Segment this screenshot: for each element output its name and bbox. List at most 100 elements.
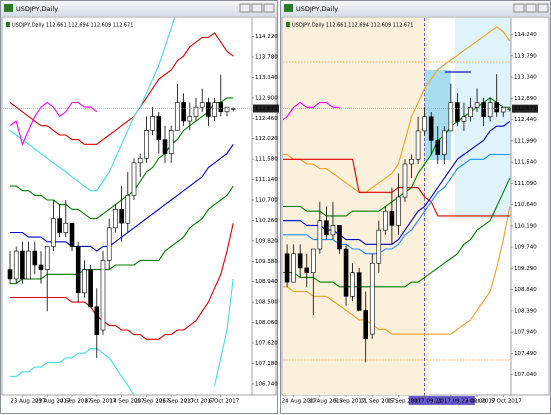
x-tick-label: 8 Sep 2017: [85, 399, 117, 405]
x-tick-label: 24 Aug 2017: [282, 399, 318, 405]
candle-body: [310, 248, 316, 273]
x-tick-label: 11 Sep 2017: [360, 399, 395, 405]
price-tag: [512, 104, 538, 113]
candle-body: [181, 102, 186, 122]
candle-body: [304, 267, 310, 273]
candle-body: [75, 246, 81, 294]
x-tick-label: 23 Aug 2017: [10, 399, 46, 405]
x-tick-label: 4 Sep 2017: [60, 399, 92, 405]
candle-body: [144, 130, 149, 159]
candle-body: [57, 218, 62, 233]
y-tick-label: 108.840: [514, 287, 537, 293]
x-tick-label: 15 Sep 2017: [386, 399, 421, 405]
maximize-button[interactable]: [525, 3, 537, 13]
y-tick-label: 112.440: [514, 117, 537, 123]
candle-body: [44, 246, 50, 270]
indicator-line: [283, 101, 340, 121]
indicator-line: [283, 121, 511, 245]
candle-body: [32, 250, 38, 266]
candle-body: [487, 102, 493, 118]
candle-body: [317, 220, 323, 250]
chart-window: USDJPY,Daily: [280, 0, 551, 414]
price-tag-label: 112.671: [514, 106, 537, 112]
x-tick-label: 29 Aug 2017: [35, 399, 71, 405]
candle-body: [69, 222, 75, 247]
candle-body: [137, 157, 143, 164]
y-tick-label: 112.890: [514, 96, 537, 102]
candle-body: [402, 163, 408, 198]
x-tick-label: 26 Sep 2017: [159, 399, 194, 405]
minimize-button[interactable]: [513, 3, 525, 13]
candle-body: [131, 162, 137, 196]
indicator-line: [9, 101, 98, 146]
y-tick-label: 110.700: [255, 198, 278, 204]
plot: [283, 18, 511, 395]
y-tick-label: 110.260: [255, 218, 278, 224]
window-title: USDJPY,Daily: [296, 5, 338, 13]
close-button[interactable]: [537, 3, 549, 13]
chart-icon: [6, 22, 10, 27]
candle-body: [168, 130, 174, 154]
candle-body: [415, 130, 421, 160]
candle-body: [330, 225, 336, 236]
candle-body: [448, 102, 454, 132]
y-tick-label: 108.390: [514, 308, 537, 314]
indicator-line: [283, 153, 510, 255]
minimize-button[interactable]: [239, 3, 251, 13]
candle-body: [409, 158, 414, 165]
candle-body: [13, 250, 19, 280]
y-tick-label: 114.220: [255, 34, 278, 40]
candle-body: [474, 102, 480, 108]
y-tick-label: 106.740: [255, 381, 278, 387]
maximize-button[interactable]: [251, 3, 263, 13]
indicator-line: [9, 18, 176, 192]
x-tick-label: 6 Oct 2017: [209, 399, 240, 405]
candle-body: [389, 210, 395, 226]
candle-body: [218, 102, 224, 113]
candle-body: [88, 269, 93, 308]
candle-body: [428, 116, 434, 141]
candle-body: [343, 248, 349, 297]
y-tick-label: 111.540: [514, 160, 537, 166]
y-tick-label: 110.640: [514, 202, 537, 208]
candle-body: [7, 269, 13, 280]
y-tick-label: 112.460: [255, 116, 278, 122]
y-tick-label: 111.990: [514, 138, 537, 144]
candle-body: [162, 139, 168, 154]
candle-body: [94, 306, 100, 335]
chart-title: USDJPY,Daily 112.661 112.694 112.609 112…: [12, 23, 133, 29]
candle-body: [193, 106, 199, 117]
y-tick-label: 113.780: [255, 55, 278, 61]
candle-body: [156, 116, 162, 140]
candle-body: [350, 272, 355, 297]
candle-body: [51, 218, 56, 247]
candle-body: [150, 116, 155, 131]
price-tag-label: 112.671: [255, 106, 278, 112]
window-title: USDJPY,Daily: [16, 5, 58, 13]
y-tick-label: 108.060: [255, 320, 278, 326]
candle-body: [356, 272, 362, 311]
y-tick-label: 107.620: [255, 341, 278, 347]
y-tick-label: 108.500: [255, 300, 278, 306]
y-tick-label: 113.340: [255, 75, 278, 81]
candle-body: [26, 250, 31, 280]
y-tick-label: 109.820: [255, 238, 278, 244]
candle-body: [396, 196, 401, 226]
indicator-line: [283, 26, 511, 193]
close-button[interactable]: [263, 3, 275, 13]
y-tick-label: 111.580: [255, 157, 278, 163]
y-tick-label: 107.940: [514, 330, 537, 336]
y-tick-label: 107.180: [255, 361, 278, 367]
candle-body: [125, 195, 131, 224]
selection-label-bg: [408, 396, 475, 405]
candle-body: [175, 102, 180, 131]
price-tag: [253, 104, 279, 113]
y-tick-label: 112.020: [255, 136, 278, 142]
candle-body: [119, 208, 124, 224]
title-bar[interactable]: [281, 1, 550, 16]
candle-body: [106, 227, 112, 261]
title-bar[interactable]: [1, 1, 277, 16]
candle-body: [481, 102, 486, 118]
y-tick-label: 109.380: [255, 259, 278, 265]
